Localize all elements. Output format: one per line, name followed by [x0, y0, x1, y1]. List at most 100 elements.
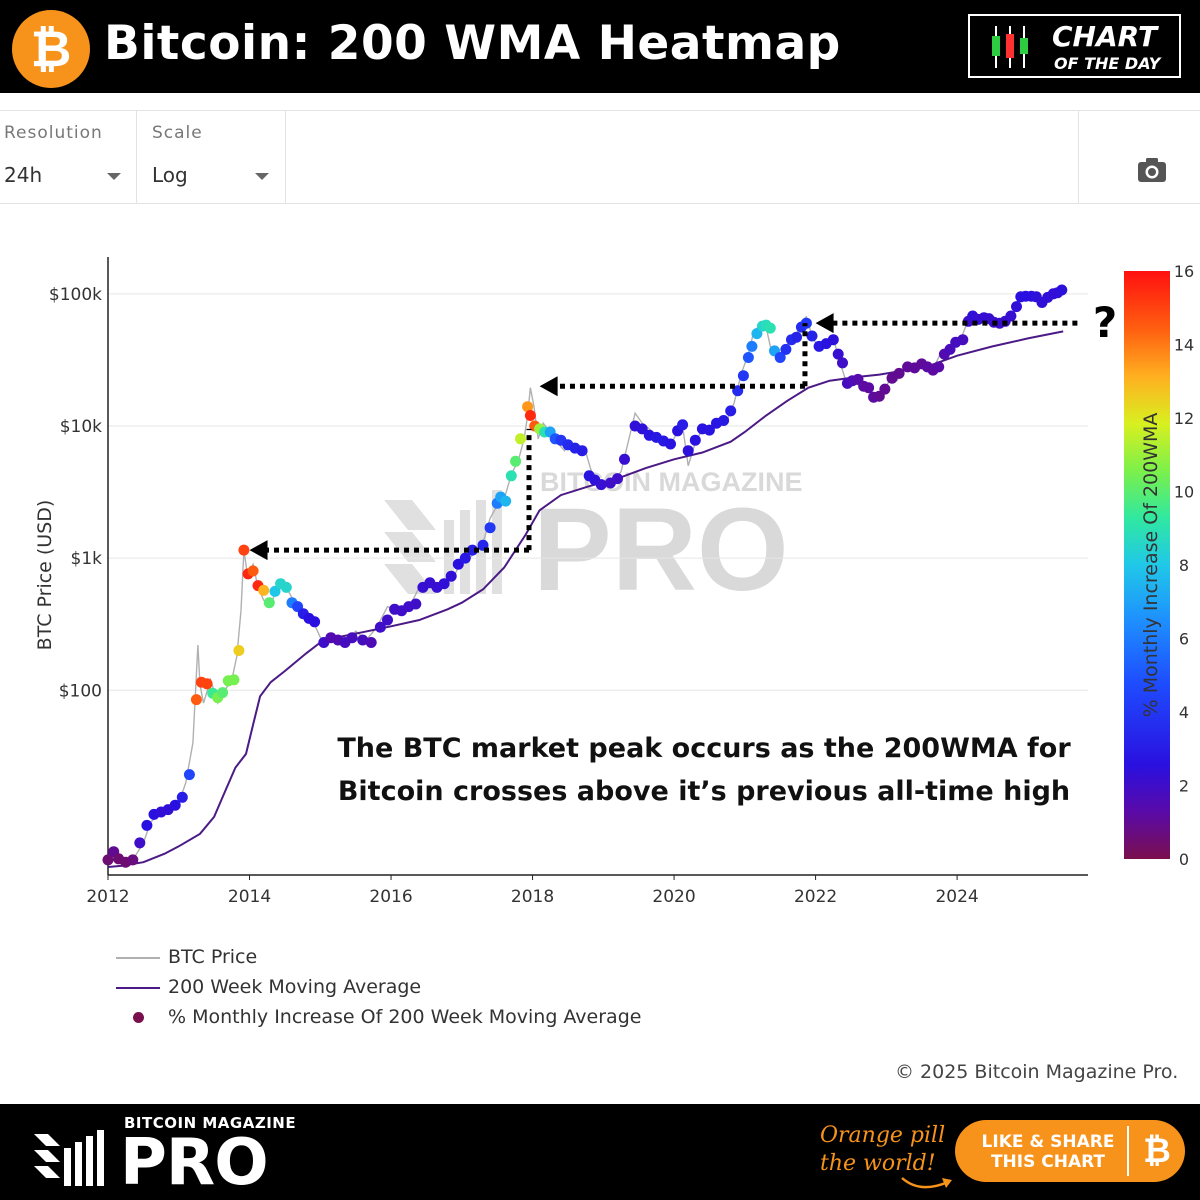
heatmap-dot — [438, 578, 450, 590]
200wma-line — [107, 330, 1064, 868]
x-tick-label: 2018 — [511, 887, 554, 907]
heatmap-dot — [515, 433, 526, 445]
y-axis-title: BTC Price (USD) — [34, 500, 56, 651]
heatmap-dot — [269, 585, 281, 597]
y-tick-label: $100 — [59, 681, 102, 701]
colorbar-tick-label: 6 — [1179, 630, 1189, 649]
like-share-button[interactable]: LIKE & SHARE THIS CHART ₿ — [955, 1120, 1185, 1182]
header-bar: ₿ Bitcoin: 200 WMA Heatmap CHART OF THE … — [0, 0, 1200, 93]
heatmap-dot — [238, 544, 250, 556]
heatmap-dot — [703, 424, 715, 436]
heatmap-dot — [524, 410, 536, 421]
heatmap-dot — [677, 419, 689, 431]
y-tick-label: $100k — [49, 285, 102, 305]
peak-arrow-head — [815, 313, 834, 334]
tagline: Orange pill the world! — [820, 1122, 950, 1178]
x-tick-label: 2016 — [369, 887, 412, 907]
legend-item-heat[interactable]: % Monthly Increase Of 200 Week Moving Av… — [110, 1005, 710, 1031]
heatmap-dot — [718, 415, 730, 426]
resolution-label: Resolution — [4, 123, 103, 143]
share-divider — [1127, 1126, 1129, 1176]
heatmap-dot — [636, 423, 648, 435]
share-line-1: LIKE & SHARE — [981, 1132, 1115, 1152]
colorbar-ticks: 0 2 4 6 8 10 12 14 16 — [1174, 262, 1194, 869]
colorbar-tick-label: 16 — [1174, 262, 1194, 281]
share-line-2: THIS CHART — [990, 1152, 1106, 1172]
legend-item-price[interactable]: BTC Price — [110, 945, 710, 971]
heatmap-dot — [169, 799, 181, 811]
heatmap-dot — [791, 331, 802, 343]
legend-swatch — [116, 987, 160, 989]
heatmap-dot — [500, 495, 512, 507]
heatmap-dot — [445, 570, 457, 582]
scale-select[interactable]: Scale Log — [148, 111, 286, 203]
bitcoin-icon: ₿ — [1143, 1131, 1171, 1171]
heatmap-dot — [459, 552, 471, 564]
heatmap-dot — [665, 438, 676, 450]
curved-arrow-icon — [901, 1177, 952, 1189]
colorbar-tick-label: 14 — [1174, 336, 1194, 355]
heatmap-dot — [365, 637, 377, 648]
heatmap-dot — [127, 854, 139, 866]
badge-subtitle: OF THE DAY — [1054, 54, 1161, 73]
x-tick-label: 2014 — [228, 887, 271, 907]
y-tick-label: $10k — [60, 417, 102, 437]
colorbar — [1124, 271, 1170, 859]
scale-label: Scale — [152, 123, 203, 143]
colorbar-tick-label: 2 — [1179, 777, 1189, 796]
annotation-line-1: The BTC market peak occurs as the 200WMA… — [337, 733, 1071, 764]
badge-title: CHART — [1052, 20, 1158, 53]
annotation-line-2: Bitcoin crosses above it’s previous all-… — [338, 776, 1070, 807]
brand-top-text: BITCOIN MAGAZINE — [124, 1114, 297, 1132]
legend-item-wma[interactable]: 200 Week Moving Average — [110, 975, 710, 1001]
heatmap-dot — [746, 340, 758, 352]
heatmap-dot — [217, 687, 229, 699]
heatmap-dot — [725, 405, 737, 417]
heatmap-dot — [879, 383, 891, 395]
heatmap-dot — [1005, 310, 1017, 322]
heatmap-dot — [737, 370, 749, 382]
heatmap-dot — [689, 434, 701, 446]
heatmap-dot — [510, 455, 522, 467]
chart-legend: BTC Price 200 Week Moving Average % Mont… — [110, 945, 710, 1037]
heatmap-dot — [382, 614, 393, 626]
heatmap-dot — [280, 581, 292, 593]
heatmap-dot — [176, 791, 188, 803]
wma-series — [107, 330, 1064, 868]
heatmap-dot — [774, 352, 786, 363]
heatmap-dot — [863, 382, 875, 394]
tagline-line-1: Orange pill — [820, 1123, 946, 1148]
scale-value: Log — [152, 163, 188, 187]
question-mark: ? — [1093, 298, 1117, 347]
legend-label: BTC Price — [168, 946, 258, 968]
heatmap-dot — [410, 598, 422, 610]
page-title: Bitcoin: 200 WMA Heatmap — [104, 16, 841, 71]
heatmap-dot — [1011, 301, 1022, 313]
heatmap-dot — [346, 632, 358, 644]
colorbar-tick-label: 12 — [1174, 409, 1194, 428]
bitcoin-logo-icon: ₿ — [12, 10, 90, 88]
heatmap-dot — [228, 674, 240, 686]
x-tick-label: 2022 — [794, 887, 837, 907]
bitcoin-magazine-pro-logo-icon — [34, 1130, 104, 1186]
camera-icon[interactable] — [1137, 157, 1167, 183]
heatmap-dot — [612, 473, 623, 485]
heatmap-dot — [263, 597, 275, 609]
heatmap-dot — [957, 334, 969, 346]
heatmap-dot — [780, 343, 792, 355]
heatmap-dot — [201, 678, 213, 690]
heatmap-dot — [827, 334, 839, 346]
screenshot-tool — [1078, 111, 1200, 203]
resolution-select[interactable]: Resolution 24h — [0, 111, 137, 203]
copyright-notice: © 2025 Bitcoin Magazine Pro. — [895, 1061, 1179, 1083]
heatmap-dot — [466, 544, 478, 556]
footer-bar: BITCOIN MAGAZINE PRO Orange pill the wor… — [0, 1104, 1200, 1200]
heatmap-dot — [102, 854, 114, 866]
heatmap-dot — [1056, 284, 1068, 296]
heatmap-dot — [258, 584, 270, 596]
colorbar-title: % Monthly Increase Of 200WMA — [1140, 413, 1162, 718]
peak-arrows — [249, 313, 1078, 561]
chart-of-the-day-badge: CHART OF THE DAY — [968, 14, 1181, 78]
legend-label: 200 Week Moving Average — [168, 976, 422, 998]
btc-200wma-heatmap-chart: BITCOIN MAGAZINE PRO $100$1k$10k$100k201… — [34, 257, 1194, 907]
